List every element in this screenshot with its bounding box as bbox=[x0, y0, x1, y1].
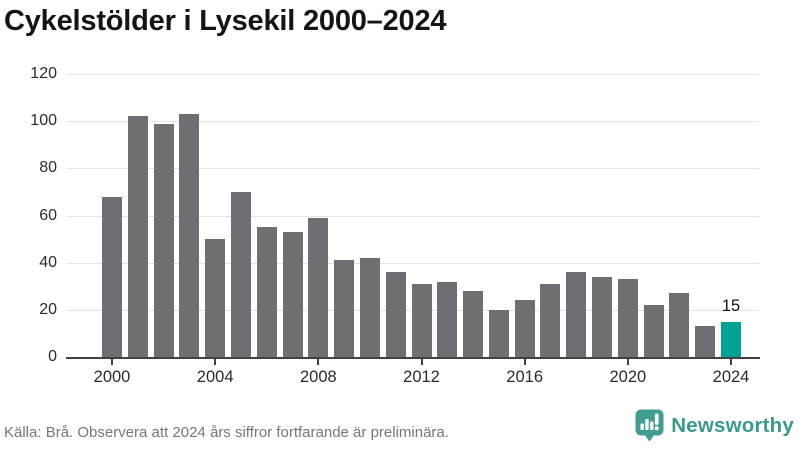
bar-2007 bbox=[282, 232, 303, 357]
x-axis-label-2024: 2024 bbox=[712, 368, 750, 386]
bar-2002 bbox=[153, 123, 174, 357]
bar-2010 bbox=[359, 257, 380, 357]
source-note: Källa: Brå. Observera att 2024 års siffr… bbox=[4, 424, 449, 441]
y-axis-label-20: 20 bbox=[39, 300, 57, 318]
bar-2004 bbox=[205, 239, 226, 357]
x-axis-label-2004: 2004 bbox=[196, 368, 234, 386]
gridline-120 bbox=[67, 74, 759, 75]
bar-chart: 0 20 40 60 80 100 120 2000 2004 2008 2012 2016 2020 2… bbox=[30, 65, 760, 386]
x-tick-2024 bbox=[730, 359, 732, 365]
x-tick-2004 bbox=[214, 359, 217, 365]
bar-2001 bbox=[127, 116, 148, 357]
newsworthy-speech-bubble-chart-icon bbox=[635, 409, 664, 443]
x-axis-line bbox=[66, 357, 760, 359]
bar-2000 bbox=[102, 196, 122, 357]
bar-2009 bbox=[334, 260, 355, 357]
x-axis-label-2016: 2016 bbox=[506, 368, 544, 386]
x-tick-2008 bbox=[317, 359, 320, 365]
gridline-100 bbox=[67, 121, 759, 123]
bar-2024 bbox=[721, 321, 741, 357]
bar-2006 bbox=[256, 227, 277, 357]
y-axis-label-120: 120 bbox=[30, 65, 57, 82]
x-axis-label-2012: 2012 bbox=[403, 368, 440, 386]
x-tick-2020 bbox=[626, 359, 629, 365]
bar-2012 bbox=[411, 283, 432, 357]
gridline-40 bbox=[67, 262, 759, 264]
y-axis-label-100: 100 bbox=[30, 112, 57, 130]
x-axis-label-2008: 2008 bbox=[299, 368, 337, 386]
newsworthy-logo[interactable]: Newsworthy bbox=[635, 409, 794, 443]
bar-2005 bbox=[230, 191, 251, 357]
y-axis-label-60: 60 bbox=[39, 206, 57, 224]
x-tick-2000 bbox=[111, 359, 113, 365]
bar-2022 bbox=[669, 293, 690, 357]
bar-2018 bbox=[566, 272, 587, 357]
y-axis-label-40: 40 bbox=[39, 253, 57, 271]
bar-2016 bbox=[514, 300, 535, 357]
y-axis-label-80: 80 bbox=[39, 159, 57, 177]
bar-2019 bbox=[592, 276, 613, 357]
bar-2017 bbox=[540, 283, 561, 357]
gridline-60 bbox=[67, 215, 759, 217]
page-title: Cykelstölder i Lysekil 2000–2024 bbox=[4, 5, 447, 37]
x-axis-label-2000: 2000 bbox=[93, 368, 131, 386]
bar-2008 bbox=[308, 217, 329, 357]
gridline-80 bbox=[67, 168, 759, 170]
bar-2014 bbox=[463, 290, 484, 357]
bar-2013 bbox=[437, 281, 458, 357]
bar-2023 bbox=[695, 326, 716, 357]
value-label-2024: 15 bbox=[721, 296, 741, 315]
x-axis-label-2020: 2020 bbox=[609, 368, 647, 386]
y-axis-label-0: 0 bbox=[48, 348, 57, 365]
bar-2011 bbox=[385, 272, 406, 357]
bar-2015 bbox=[488, 309, 509, 357]
bar-2003 bbox=[179, 114, 200, 357]
x-tick-2016 bbox=[523, 359, 526, 365]
bar-2021 bbox=[643, 305, 664, 357]
x-tick-2012 bbox=[420, 359, 423, 365]
bar-2020 bbox=[617, 279, 638, 357]
newsworthy-wordmark: Newsworthy bbox=[671, 414, 794, 437]
